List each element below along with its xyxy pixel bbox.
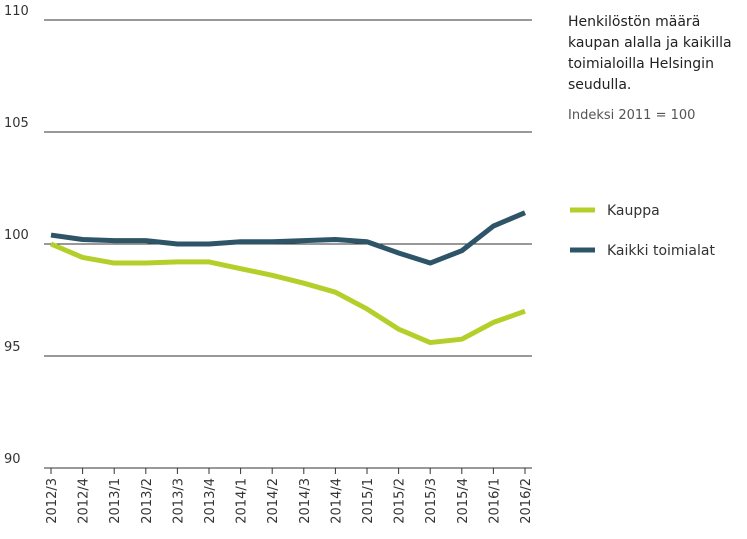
x-tick-label: 2013/3 bbox=[171, 478, 186, 524]
x-tick-label: 2015/1 bbox=[361, 478, 376, 524]
x-tick-label: 2013/2 bbox=[140, 478, 155, 524]
series-line bbox=[50, 210, 526, 266]
y-tick-label: 105 bbox=[4, 116, 29, 131]
x-tick-label: 2016/2 bbox=[519, 478, 534, 524]
x-tick-label: 2016/1 bbox=[487, 478, 502, 524]
x-tick-label: 2014/2 bbox=[266, 478, 281, 524]
x-tick-label: 2014/1 bbox=[235, 478, 250, 524]
x-tick-label: 2015/4 bbox=[456, 478, 471, 524]
chart-title: Henkilöstön määrä kaupan alalla ja kaiki… bbox=[568, 14, 732, 93]
y-tick-label: 90 bbox=[4, 452, 21, 467]
x-tick-label: 2013/4 bbox=[203, 478, 218, 524]
x-tick-label: 2014/4 bbox=[329, 478, 344, 524]
x-tick-label: 2014/3 bbox=[298, 478, 313, 524]
y-tick-label: 95 bbox=[4, 340, 21, 355]
legend-label: Kaikki toimialat bbox=[607, 243, 715, 259]
y-tick-label: 110 bbox=[4, 4, 29, 19]
x-tick-label: 2015/2 bbox=[393, 478, 408, 524]
x-tick-label: 2015/3 bbox=[424, 478, 439, 524]
y-tick-label: 100 bbox=[4, 228, 29, 243]
x-tick-label: 2012/4 bbox=[77, 478, 92, 524]
legend-label: Kauppa bbox=[607, 203, 660, 219]
series-line bbox=[50, 241, 526, 346]
x-tick-label: 2013/1 bbox=[108, 478, 123, 524]
chart-subtitle: Indeksi 2011 = 100 bbox=[568, 108, 696, 123]
x-tick-label: 2012/3 bbox=[45, 478, 60, 524]
